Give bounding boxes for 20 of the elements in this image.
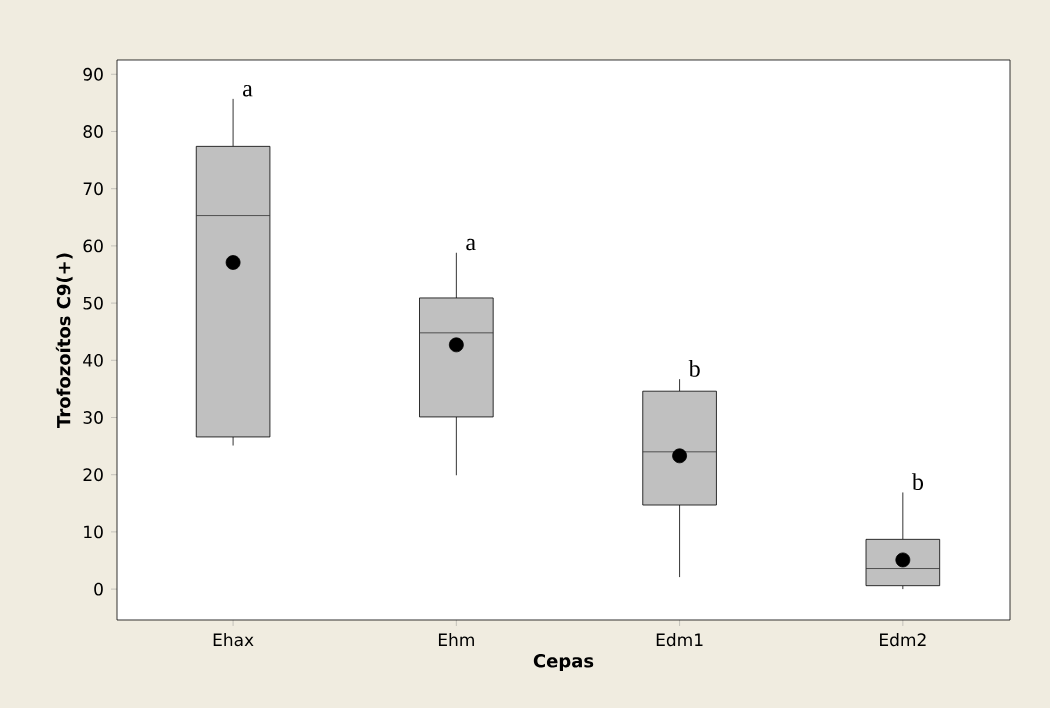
y-tick-label: 0 [94, 582, 103, 596]
x-tick-label: Ehm [438, 633, 474, 646]
y-tick-label: 90 [83, 67, 103, 81]
y-tick-label: 30 [83, 411, 103, 424]
x-axis-title: Cepas [533, 653, 594, 672]
annotation: b [911, 473, 924, 491]
y-tick-label: 50 [83, 296, 103, 310]
y-tick-label: 20 [83, 468, 103, 482]
y-tick-label: 70 [83, 182, 103, 196]
x-tick-label: Edm1 [656, 633, 703, 647]
y-tick-label: 10 [84, 525, 103, 539]
y-tick-label: 40 [83, 353, 103, 367]
annotation: b [688, 359, 700, 377]
x-tick-label: Edm2 [880, 633, 926, 647]
y-axis-title: Trofozoítos C9(+) [55, 253, 73, 428]
annotation: a [466, 238, 476, 251]
annotation: a [243, 84, 253, 97]
y-tick-label: 80 [83, 125, 103, 138]
x-tick-label: Ehax [213, 633, 254, 647]
y-tick-label: 60 [83, 239, 103, 253]
